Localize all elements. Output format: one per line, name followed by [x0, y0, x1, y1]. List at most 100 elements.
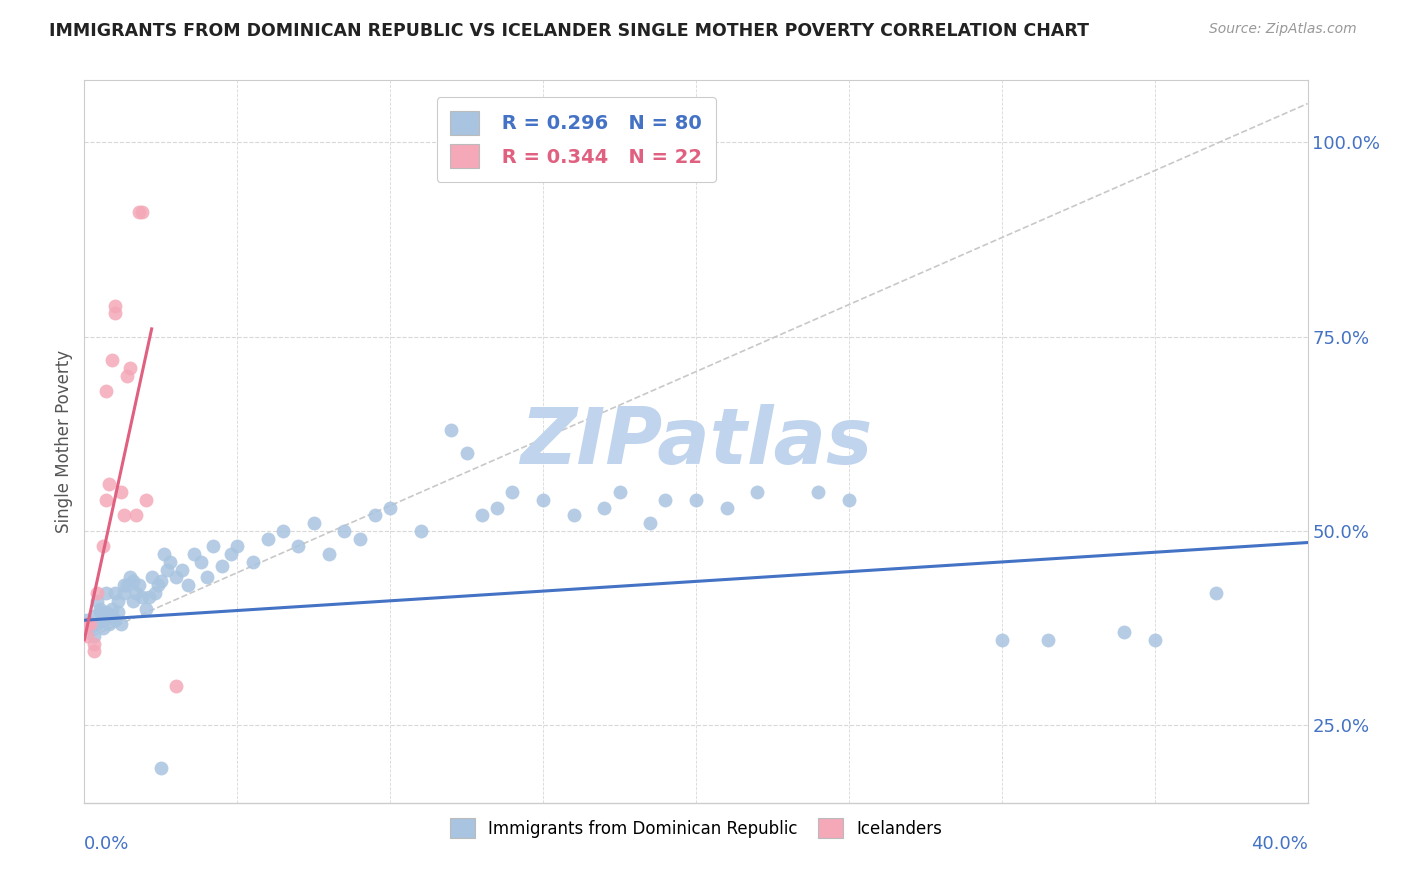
Point — [101, 601, 124, 615]
Point — [122, 574, 145, 589]
Point — [91, 621, 114, 635]
Point — [287, 540, 309, 554]
Point — [138, 590, 160, 604]
Point — [747, 485, 769, 500]
Point — [83, 644, 105, 658]
Point — [302, 516, 325, 530]
Point — [172, 563, 194, 577]
Point — [183, 547, 205, 561]
Point — [531, 492, 554, 507]
Legend: Immigrants from Dominican Republic, Icelanders: Immigrants from Dominican Republic, Icel… — [443, 812, 949, 845]
Point — [349, 532, 371, 546]
Point — [502, 485, 524, 500]
Point — [471, 508, 494, 523]
Point — [125, 508, 148, 523]
Point — [380, 500, 402, 515]
Point — [97, 617, 120, 632]
Point — [91, 613, 114, 627]
Point — [562, 508, 585, 523]
Point — [94, 384, 117, 398]
Point — [364, 508, 387, 523]
Point — [201, 540, 224, 554]
Point — [440, 423, 463, 437]
Text: Source: ZipAtlas.com: Source: ZipAtlas.com — [1209, 22, 1357, 37]
Point — [104, 299, 127, 313]
Point — [112, 586, 135, 600]
Point — [609, 485, 631, 500]
Point — [1114, 624, 1136, 639]
Text: ZIPatlas: ZIPatlas — [520, 403, 872, 480]
Point — [593, 500, 616, 515]
Point — [79, 617, 101, 632]
Point — [101, 353, 124, 368]
Point — [94, 586, 117, 600]
Point — [135, 601, 157, 615]
Point — [156, 563, 179, 577]
Point — [120, 360, 142, 375]
Text: 40.0%: 40.0% — [1251, 835, 1308, 854]
Point — [219, 547, 242, 561]
Point — [76, 629, 98, 643]
Point — [165, 679, 187, 693]
Point — [89, 606, 111, 620]
Point — [638, 516, 661, 530]
Point — [456, 446, 478, 460]
Text: IMMIGRANTS FROM DOMINICAN REPUBLIC VS ICELANDER SINGLE MOTHER POVERTY CORRELATIO: IMMIGRANTS FROM DOMINICAN REPUBLIC VS IC… — [49, 22, 1090, 40]
Point — [94, 606, 117, 620]
Point — [685, 492, 707, 507]
Point — [91, 540, 114, 554]
Point — [211, 558, 233, 573]
Point — [83, 609, 105, 624]
Y-axis label: Single Mother Poverty: Single Mother Poverty — [55, 350, 73, 533]
Point — [242, 555, 264, 569]
Point — [177, 578, 200, 592]
Point — [1143, 632, 1166, 647]
Point — [110, 617, 132, 632]
Point — [112, 578, 135, 592]
Point — [83, 629, 105, 643]
Point — [86, 617, 108, 632]
Point — [112, 508, 135, 523]
Point — [1205, 586, 1227, 600]
Point — [141, 570, 163, 584]
Point — [838, 492, 860, 507]
Point — [333, 524, 356, 538]
Point — [131, 205, 153, 219]
Point — [409, 524, 432, 538]
Point — [149, 761, 172, 775]
Point — [146, 578, 169, 592]
Point — [128, 578, 150, 592]
Point — [86, 594, 108, 608]
Point — [486, 500, 509, 515]
Point — [76, 617, 98, 632]
Point — [104, 586, 127, 600]
Point — [79, 617, 101, 632]
Point — [807, 485, 830, 500]
Point — [76, 613, 98, 627]
Point — [190, 807, 212, 822]
Point — [135, 492, 157, 507]
Point — [120, 570, 142, 584]
Point — [97, 477, 120, 491]
Point — [104, 613, 127, 627]
Point — [159, 555, 181, 569]
Point — [104, 306, 127, 320]
Point — [991, 632, 1014, 647]
Point — [318, 547, 340, 561]
Point — [143, 586, 166, 600]
Point — [654, 492, 676, 507]
Point — [195, 570, 218, 584]
Point — [271, 524, 294, 538]
Point — [79, 621, 101, 635]
Point — [86, 586, 108, 600]
Point — [257, 532, 280, 546]
Point — [122, 594, 145, 608]
Point — [115, 578, 138, 592]
Point — [107, 594, 129, 608]
Point — [165, 570, 187, 584]
Point — [226, 540, 249, 554]
Point — [115, 368, 138, 383]
Point — [190, 555, 212, 569]
Point — [83, 636, 105, 650]
Point — [153, 547, 176, 561]
